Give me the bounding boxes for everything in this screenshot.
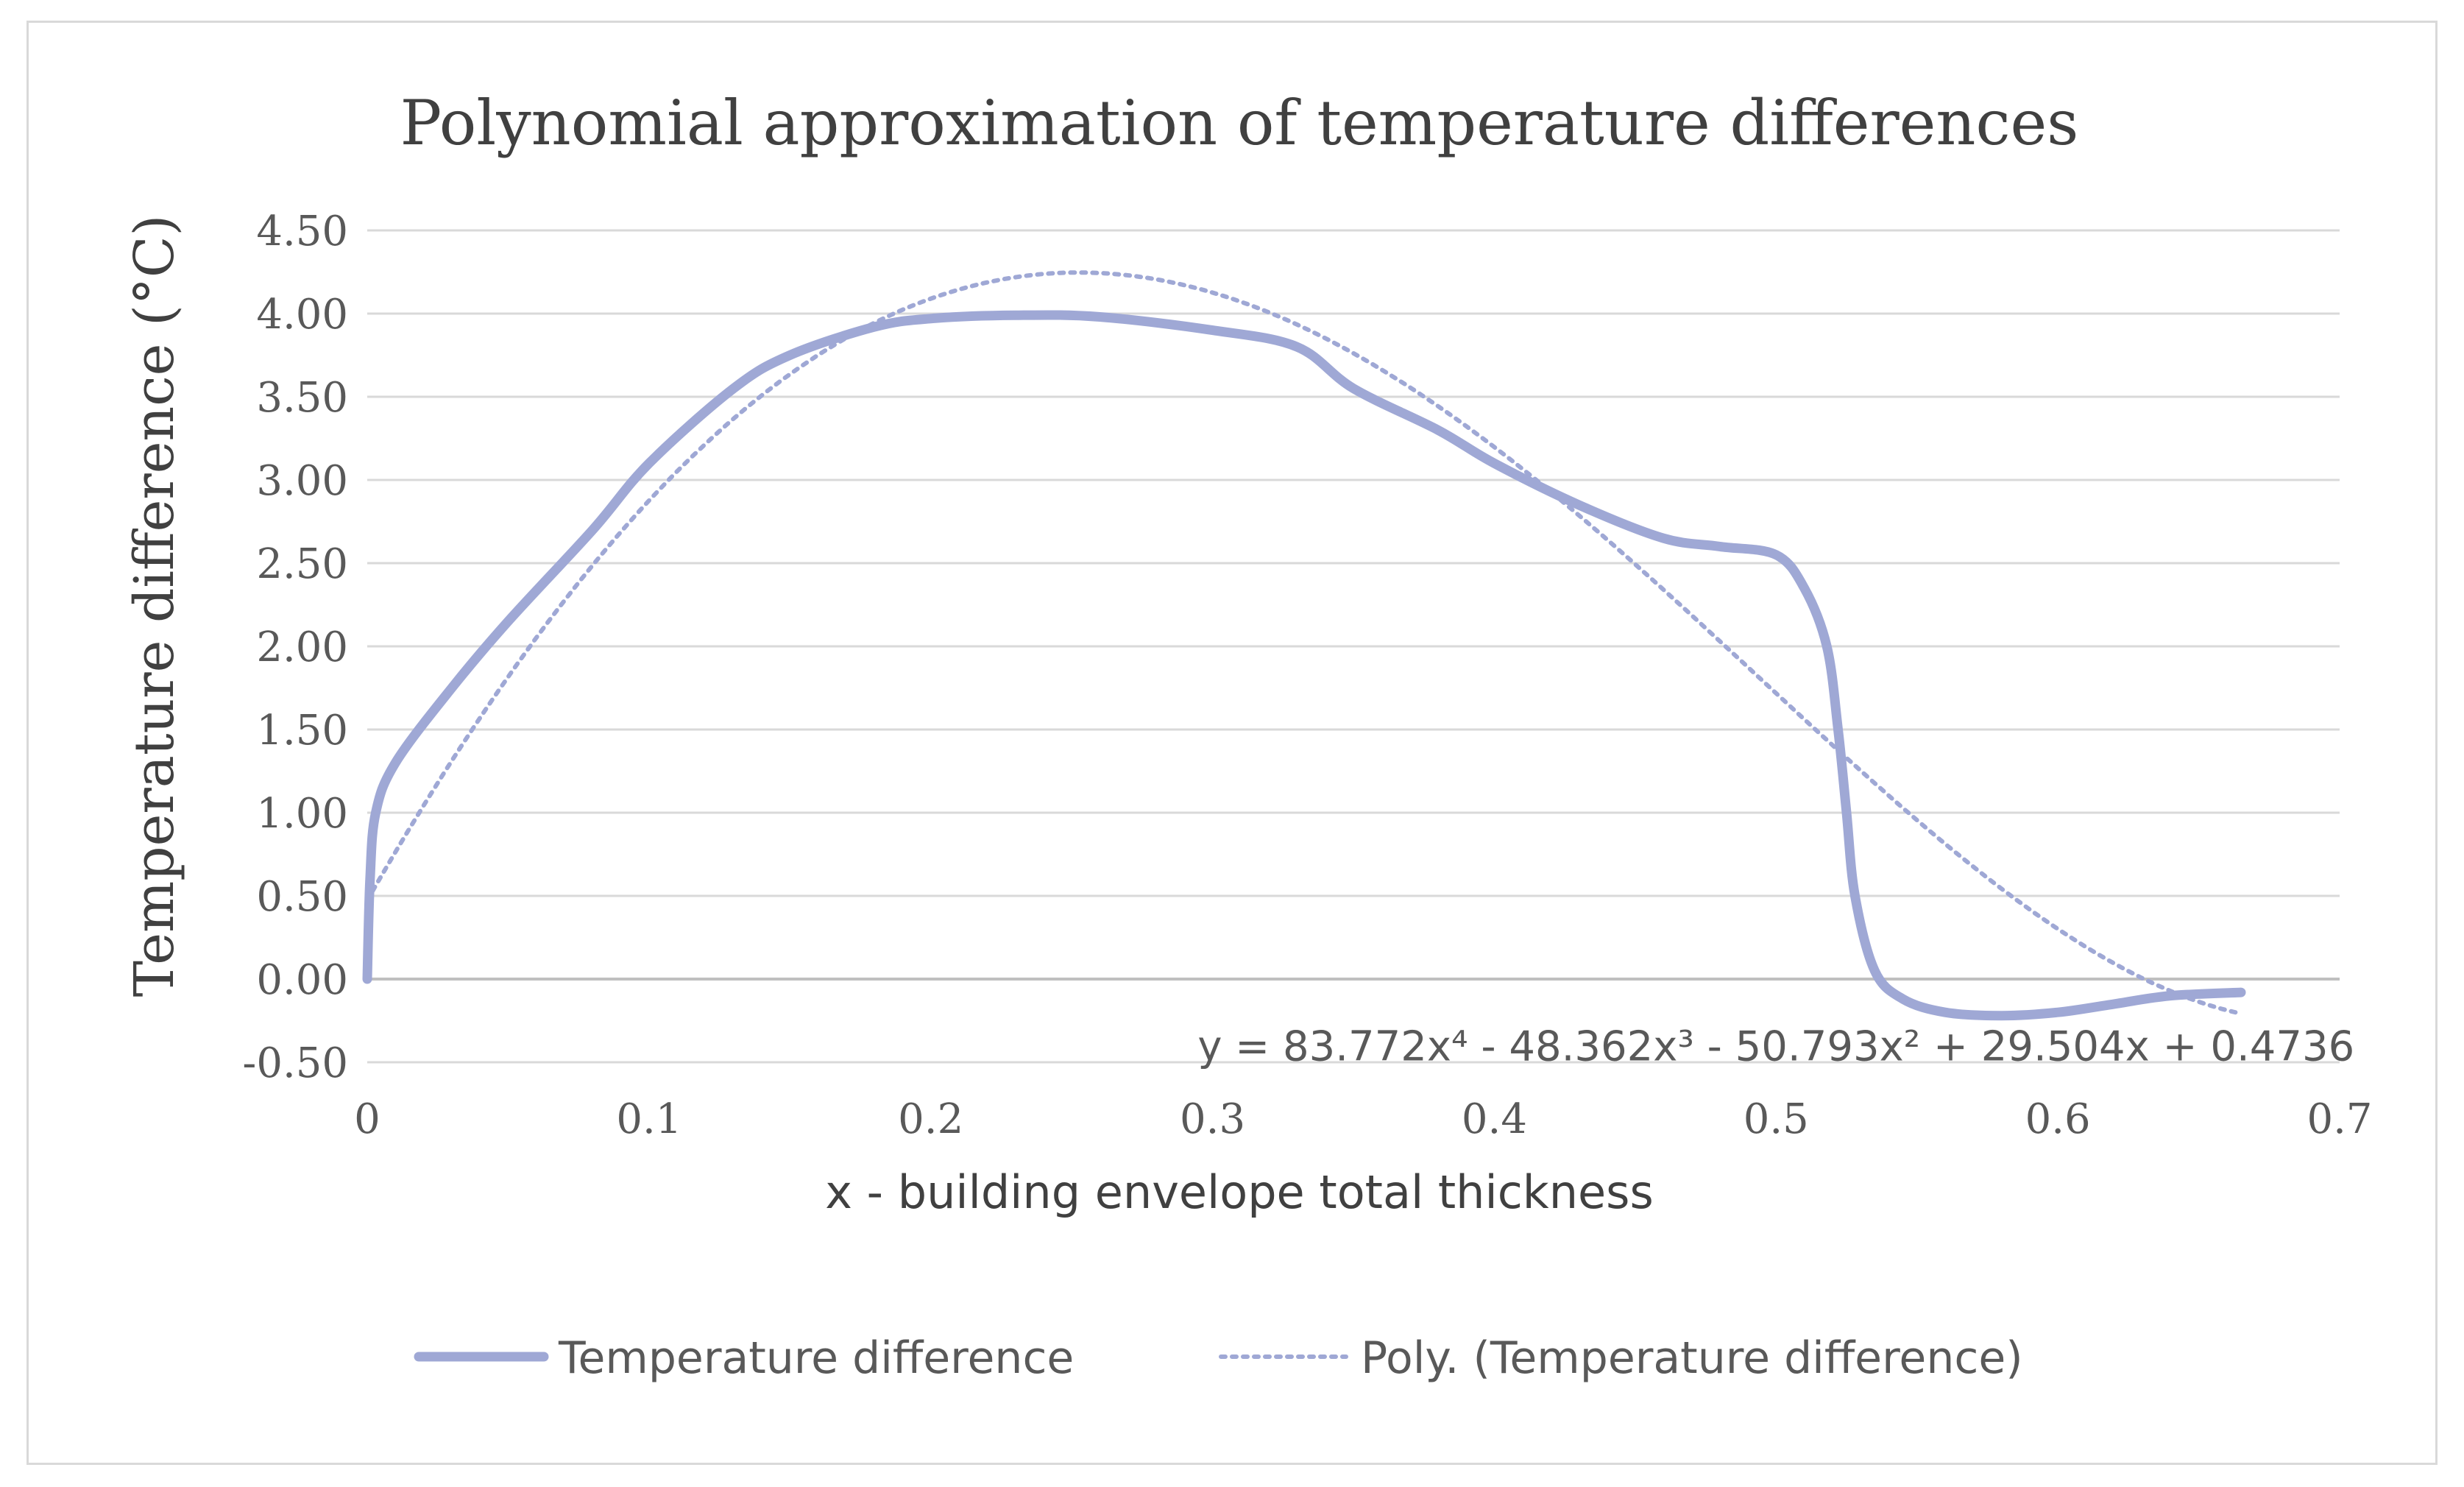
y-axis-label: Temperature difference (°C) xyxy=(123,215,186,997)
chart-frame: Polynomial approximation of temperature … xyxy=(26,21,2438,1465)
y-tick-label: 4.50 xyxy=(256,208,348,255)
gridlines xyxy=(367,229,2340,1064)
y-tick-label: 1.50 xyxy=(256,707,348,755)
x-tick-label: 0.7 xyxy=(2307,1095,2372,1143)
y-tick-label: 0.50 xyxy=(256,873,348,921)
y-axis-ticks: -0.50 0.00 0.50 1.00 1.50 2.00 2.50 3.00 3.50 4.0… xyxy=(242,208,348,1087)
chart-title: Polynomial approximation of temperature … xyxy=(400,87,2079,159)
x-axis-label: x - building envelope total thickness xyxy=(825,1165,1654,1219)
x-tick-label: 0.3 xyxy=(1180,1095,1245,1143)
legend-label-poly-temperature-difference: Poly. (Temperature difference) xyxy=(1361,1332,2023,1384)
y-tick-label: 3.50 xyxy=(256,374,348,422)
y-tick-label: 3.00 xyxy=(256,457,348,505)
y-tick-label: 2.50 xyxy=(256,540,348,588)
series-line-temperature-difference xyxy=(362,310,2246,1021)
series-layer xyxy=(362,270,2246,1021)
y-tick-label: 2.00 xyxy=(256,624,348,671)
x-tick-label: 0.6 xyxy=(2025,1095,2091,1143)
x-tick-label: 0.5 xyxy=(1743,1095,1809,1143)
y-tick-label: 4.00 xyxy=(256,291,348,339)
trendline-equation: y = 83.772x⁴ - 48.362x³ - 50.793x² + 29.… xyxy=(1197,1022,2354,1070)
y-tick-label: 0.00 xyxy=(256,956,348,1004)
legend: Temperature difference Poly. (Temperatur… xyxy=(414,1332,2023,1384)
line-chart: Polynomial approximation of temperature … xyxy=(123,87,2373,1384)
series-line-poly-temperature-difference xyxy=(365,270,2243,1016)
x-tick-label: 0 xyxy=(354,1095,380,1143)
y-tick-label: -0.50 xyxy=(242,1039,348,1087)
x-axis-ticks: 0 0.1 0.2 0.3 0.4 0.5 0.6 0.7 xyxy=(354,1095,2372,1143)
x-tick-label: 0.2 xyxy=(898,1095,963,1143)
x-tick-label: 0.1 xyxy=(616,1095,682,1143)
y-tick-label: 1.00 xyxy=(256,790,348,838)
x-tick-label: 0.4 xyxy=(1462,1095,1527,1143)
legend-label-temperature-difference: Temperature difference xyxy=(558,1332,1074,1384)
